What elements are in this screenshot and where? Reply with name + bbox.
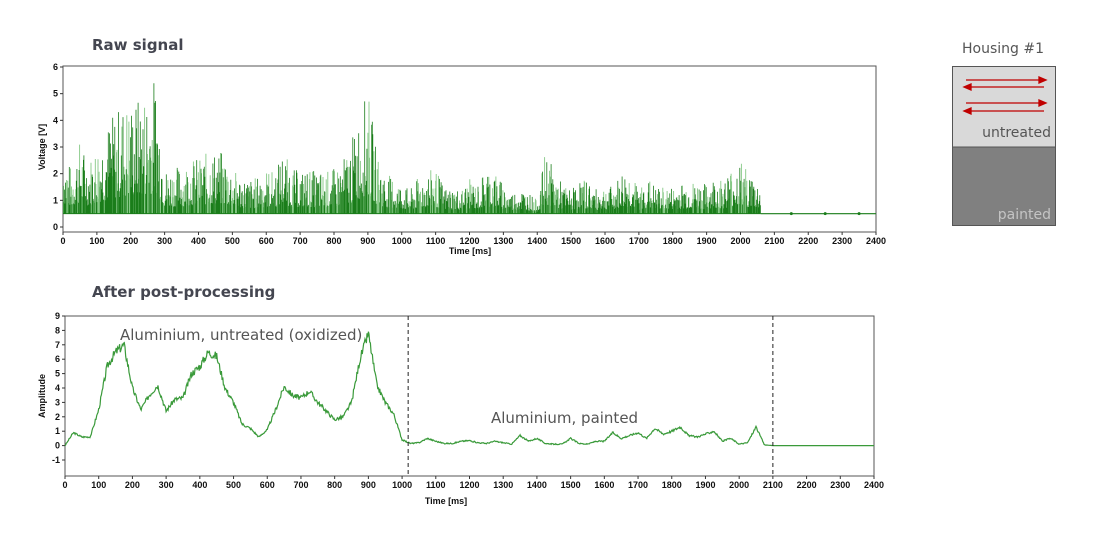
x-tick-label: 2400 — [864, 480, 884, 490]
x-tick-label: 200 — [125, 480, 140, 490]
x-tick-label: 1700 — [628, 480, 648, 490]
processed-signal-line — [64, 331, 874, 447]
y-tick-label: 8 — [55, 325, 60, 335]
annotation-untreated: Aluminium, untreated (oxidized) — [120, 326, 362, 344]
y-tick-label: 3 — [53, 142, 58, 152]
x-tick-label: 1500 — [561, 480, 581, 490]
x-tick-label: 400 — [191, 236, 206, 246]
processed-y-axis-label: Amplitude — [37, 374, 47, 418]
processed-title: After post-processing — [92, 283, 275, 301]
x-tick-label: 1700 — [629, 236, 649, 246]
x-tick-label: 400 — [192, 480, 207, 490]
x-tick-label: 1100 — [426, 236, 446, 246]
x-tick-label: 300 — [157, 236, 172, 246]
raw-x-axis-label: Time [ms] — [449, 246, 491, 256]
processed-x-axis-label: Time [ms] — [425, 496, 467, 506]
x-tick-label: 1800 — [662, 480, 682, 490]
x-tick-label: 1600 — [594, 480, 614, 490]
x-tick-label: 800 — [326, 236, 341, 246]
annotation-painted: Aluminium, painted — [491, 409, 638, 427]
x-tick-label: 2000 — [730, 236, 750, 246]
y-tick-label: 0 — [53, 222, 58, 232]
raw-signal-title: Raw signal — [92, 36, 184, 54]
y-tick-label: 9 — [55, 311, 60, 321]
x-tick-label: 2200 — [797, 480, 817, 490]
raw-y-axis-label: Voltage [V] — [37, 124, 47, 170]
x-tick-label: 1900 — [695, 480, 715, 490]
x-tick-label: 2100 — [764, 236, 784, 246]
raw-signal-light-trace — [63, 101, 758, 214]
x-tick-label: 1200 — [459, 480, 479, 490]
y-tick-label: 5 — [53, 89, 58, 99]
y-tick-label: -1 — [52, 455, 60, 465]
y-tick-label: 6 — [55, 354, 60, 364]
processed-chart: 0 100 200 300 400 500 600 700 800 900 1000 1100 1200… — [52, 311, 884, 490]
raw-signal-chart: 0 100 200 300 400 500 600 700 800 900 1000 1100 1200… — [53, 62, 886, 246]
x-tick-label: 600 — [259, 236, 274, 246]
y-tick-label: 2 — [55, 412, 60, 422]
raw-signal-marker — [857, 212, 861, 216]
x-tick-label: 2300 — [832, 236, 852, 246]
x-tick-label: 900 — [360, 236, 375, 246]
x-tick-label: 200 — [123, 236, 138, 246]
x-tick-label: 1300 — [493, 236, 513, 246]
x-tick-label: 1500 — [561, 236, 581, 246]
x-tick-label: 700 — [293, 236, 308, 246]
y-tick-label: 3 — [55, 397, 60, 407]
housing-untreated-label: untreated — [982, 125, 1051, 141]
x-tick-label: 2400 — [866, 236, 886, 246]
scan-arrows-icon — [962, 76, 1048, 115]
x-tick-label: 0 — [62, 480, 67, 490]
y-tick-label: 0 — [55, 441, 60, 451]
x-tick-label: 100 — [91, 480, 106, 490]
y-tick-label: 4 — [53, 115, 58, 125]
x-tick-label: 300 — [159, 480, 174, 490]
y-tick-label: 7 — [55, 340, 60, 350]
x-tick-label: 1400 — [527, 480, 547, 490]
y-tick-label: 1 — [53, 195, 58, 205]
x-tick-label: 2100 — [763, 480, 783, 490]
x-tick-label: 2300 — [830, 480, 850, 490]
x-tick-label: 1300 — [493, 480, 513, 490]
x-tick-label: 700 — [293, 480, 308, 490]
x-tick-label: 0 — [60, 236, 65, 246]
raw-signal-marker — [789, 212, 793, 216]
housing-painted-region — [952, 147, 1056, 226]
x-tick-label: 1600 — [595, 236, 615, 246]
y-tick-label: 1 — [55, 426, 60, 436]
x-tick-label: 500 — [226, 480, 241, 490]
x-tick-label: 1000 — [392, 480, 412, 490]
y-tick-label: 5 — [55, 369, 60, 379]
x-tick-label: 600 — [260, 480, 275, 490]
x-tick-label: 1400 — [527, 236, 547, 246]
x-tick-label: 1200 — [459, 236, 479, 246]
x-tick-label: 500 — [225, 236, 240, 246]
y-tick-label: 6 — [53, 62, 58, 72]
housing-frame — [952, 66, 1056, 226]
x-tick-label: 800 — [327, 480, 342, 490]
x-tick-label: 1800 — [663, 236, 683, 246]
x-tick-label: 900 — [361, 480, 376, 490]
x-tick-label: 2200 — [798, 236, 818, 246]
y-tick-label: 2 — [53, 169, 58, 179]
x-tick-label: 1000 — [392, 236, 412, 246]
housing-painted-label: painted — [998, 207, 1051, 223]
raw-signal-marker — [823, 212, 827, 216]
raw-signal-dark-trace — [62, 83, 761, 214]
housing-title: Housing #1 — [962, 41, 1044, 57]
x-tick-label: 1100 — [426, 480, 446, 490]
y-tick-label: 4 — [55, 383, 60, 393]
x-tick-label: 1900 — [697, 236, 717, 246]
x-tick-label: 100 — [89, 236, 104, 246]
x-tick-label: 2000 — [729, 480, 749, 490]
